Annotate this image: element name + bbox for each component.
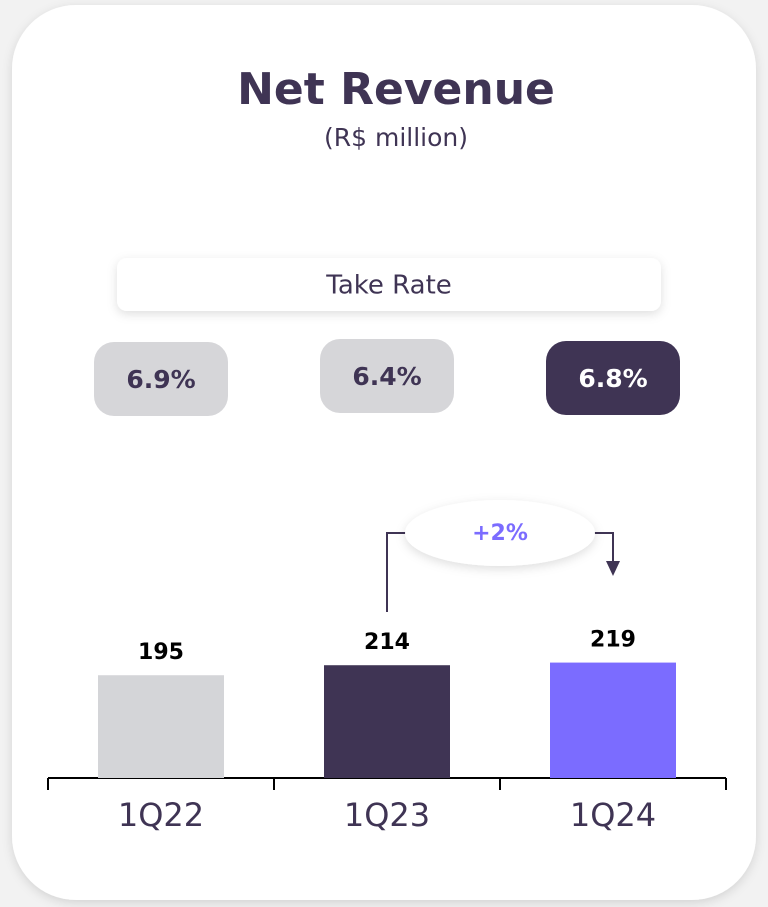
take-rate-value: 6.9%	[126, 365, 195, 394]
chart-subtitle: (R$ million)	[324, 123, 468, 152]
bar	[550, 662, 676, 778]
growth-bubble	[405, 500, 595, 566]
growth-annotation: +2%	[472, 521, 528, 546]
take-rate-pill	[320, 339, 454, 413]
data-label: 219	[590, 628, 636, 653]
take-rate-label: Take Rate	[325, 271, 452, 301]
data-label: 214	[364, 630, 410, 655]
data-label: 195	[138, 640, 184, 665]
take-rate-value: 6.8%	[578, 364, 647, 393]
growth-connector	[386, 532, 410, 612]
growth-connector	[592, 532, 614, 562]
x-tick-label: 1Q23	[344, 796, 430, 834]
x-tick-label: 1Q24	[570, 796, 656, 834]
chart-title: Net Revenue	[237, 64, 555, 115]
take-rate-pill	[94, 342, 228, 416]
bar	[98, 675, 224, 778]
take-rate-header	[117, 258, 661, 311]
bar	[324, 665, 450, 778]
growth-arrowhead	[606, 561, 620, 576]
take-rate-pill	[546, 341, 680, 415]
x-tick-label: 1Q22	[118, 796, 204, 834]
take-rate-value: 6.4%	[352, 362, 421, 391]
